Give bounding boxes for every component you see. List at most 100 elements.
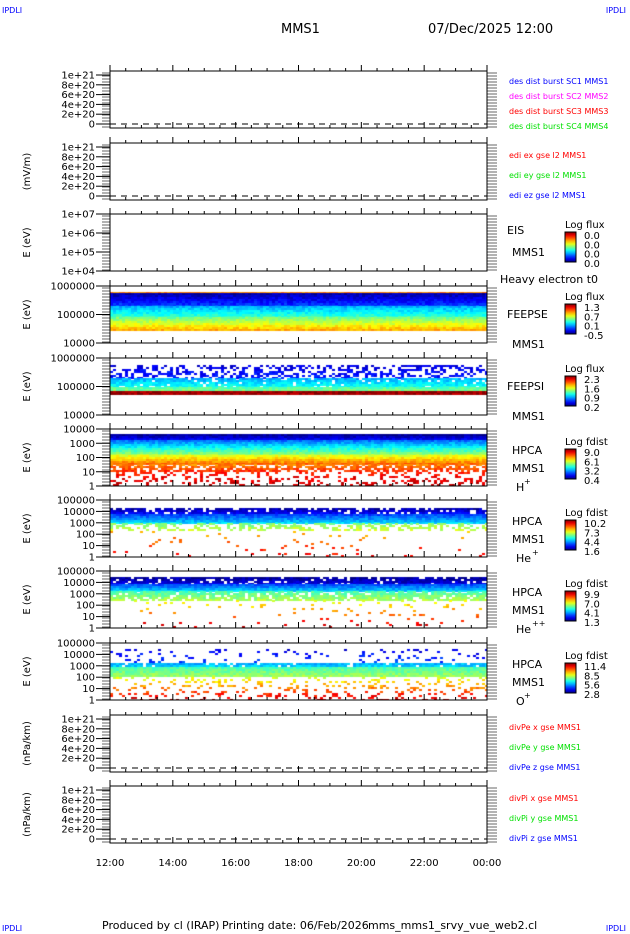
panel-frame: [109, 213, 488, 272]
colorbar-title: Log fdist: [565, 508, 608, 519]
y-tick-label: 4e+20: [61, 744, 95, 755]
y-tick-label: 10000: [63, 339, 95, 350]
colorbar-tick-label: 0.1: [584, 322, 600, 333]
colorbar-tick-label: 0.0: [584, 250, 600, 261]
y-axis-label: E (eV): [22, 227, 33, 257]
colorbar-title: Log fdist: [565, 437, 608, 448]
spacecraft-label: MMS1: [512, 533, 545, 546]
panel-frame: [109, 357, 488, 416]
y-tick-label: 100000: [57, 382, 95, 393]
y-tick-label: 1e+04: [61, 267, 95, 278]
y-tick-label: 2e+20: [61, 110, 95, 121]
panel-frame: [109, 285, 488, 344]
y-tick-label: 100000: [57, 639, 95, 650]
legend-entry: divPi x gse MMS1: [509, 794, 578, 803]
spectrogram-7: [110, 500, 487, 557]
colorbar: [564, 231, 577, 263]
y-tick-label: 10000: [63, 507, 95, 518]
colorbar-tick-label: 9.0: [584, 448, 600, 459]
colorbar-title: Log flux: [565, 292, 605, 303]
y-tick-label: 6e+20: [61, 162, 95, 173]
y-tick-label: 1000: [70, 439, 95, 450]
y-tick-label: 10000: [63, 650, 95, 661]
instrument-label: HPCA: [512, 586, 543, 599]
colorbar-tick-label: 1.3: [584, 303, 600, 314]
y-tick-label: 1e+21: [61, 143, 95, 154]
legend-entry: divPe x gse MMS1: [509, 723, 581, 732]
legend-entry: divPi z gse MMS1: [509, 834, 578, 843]
y-tick-label: 10: [82, 467, 95, 478]
colorbar: [564, 448, 577, 480]
colorbar-title: Log flux: [565, 220, 605, 231]
y-tick-label: 4e+20: [61, 172, 95, 183]
x-tick-label: 14:00: [158, 858, 187, 869]
spacecraft-label: MMS1: [512, 676, 545, 689]
colorbar-tick-label: 1.3: [584, 618, 600, 629]
legend-entry: divPe z gse MMS1: [509, 763, 580, 772]
y-tick-label: 10000: [63, 425, 95, 436]
spacecraft-label: MMS1: [512, 604, 545, 617]
y-tick-label: 8e+20: [61, 80, 95, 91]
colorbar-tick-label: 1.6: [584, 384, 600, 395]
y-axis-label: E (eV): [22, 513, 33, 543]
colorbar-tick-label: 9.9: [584, 590, 600, 601]
legend-entry: edi ez gse l2 MMS1: [509, 191, 586, 200]
instrument-label: FEEPSE: [507, 308, 548, 321]
y-tick-label: 6e+20: [61, 734, 95, 745]
x-tick-label: 22:00: [410, 858, 439, 869]
y-tick-label: 8e+20: [61, 795, 95, 806]
y-axis-label: E (eV): [22, 442, 33, 472]
y-tick-label: 10: [82, 612, 95, 623]
colorbar-tick-label: 0.4: [584, 476, 600, 487]
x-tick-label: 20:00: [347, 858, 376, 869]
y-tick-label: 1e+21: [61, 786, 95, 797]
y-tick-label: 1: [89, 482, 95, 493]
colorbar-tick-label: -0.5: [584, 331, 604, 342]
y-tick-label: 2e+20: [61, 754, 95, 765]
panel-3: 1e+07 1e+06 1e+05 1e+04 E (eV) EIS MMS1 Heavy e…: [22, 208, 605, 286]
y-axis-label: E (eV): [22, 656, 33, 686]
y-tick-label: 0: [89, 120, 95, 131]
instrument-label: HPCA: [512, 515, 543, 528]
legend-entry: divPe y gse MMS1: [509, 743, 581, 752]
panel-4: 1000000 100000 10000 E (eV) FEEPSE MMS1 Log fl…: [22, 280, 605, 351]
panel-6: 10000 1000 100 10 1 E (eV) HPCA MMS1 H + Log fdist…: [22, 423, 608, 494]
y-tick-label: 10000: [63, 411, 95, 422]
legend-entry: des dist burst SC4 MMS4: [509, 122, 608, 131]
y-tick-label: 2e+20: [61, 825, 95, 836]
colorbar-tick-label: 5.6: [584, 681, 600, 692]
y-tick-label: 1000: [70, 661, 95, 672]
colorbar-tick-label: 0.0: [584, 259, 600, 270]
colorbar-tick-label: 0.2: [584, 403, 600, 414]
y-tick-label: 4e+20: [61, 815, 95, 826]
spacecraft-title: MMS1: [281, 22, 320, 37]
colorbar-tick-label: 2.8: [584, 690, 600, 701]
instrument-label: FEEPSI: [507, 380, 544, 393]
colorbar-tick-label: 2.3: [584, 375, 600, 386]
spacecraft-label: MMS1: [512, 338, 545, 351]
spacecraft-label: MMS1: [512, 410, 545, 423]
corner-label-top-right: IPDLI: [605, 6, 626, 15]
colorbar-tick-label: 7.3: [584, 528, 600, 539]
y-axis-label: E (eV): [22, 371, 33, 401]
y-tick-label: 1000: [70, 518, 95, 529]
corner-label-top-left: IPDLI: [2, 6, 23, 15]
y-tick-label: 1e+07: [61, 210, 95, 221]
spectrogram-5: [110, 358, 487, 415]
footer-printing-date: Printing date: 06/Feb/2026: [222, 919, 369, 932]
y-tick-label: 1e+05: [61, 248, 95, 259]
colorbar-title: Log fdist: [565, 651, 608, 662]
species-label: He: [516, 552, 531, 565]
species-label: He: [516, 623, 531, 636]
panel-frame: [109, 642, 488, 701]
y-tick-label: 1: [89, 553, 95, 564]
footer-script: mms_mms1_srvy_vue_web2.cl: [368, 919, 538, 932]
species-label: H: [516, 481, 524, 494]
y-tick-label: 1e+06: [61, 229, 95, 240]
instrument-label: HPCA: [512, 444, 543, 457]
